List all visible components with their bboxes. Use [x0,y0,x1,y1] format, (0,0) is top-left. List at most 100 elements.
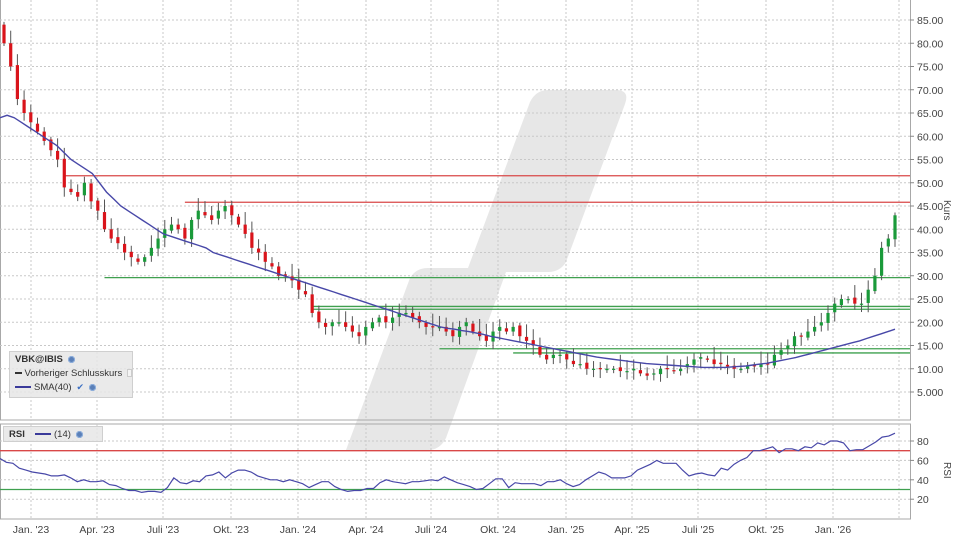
visibility-checkbox[interactable] [127,369,132,377]
candle-down [799,335,803,337]
globe-icon[interactable] [75,430,83,438]
candle-down [29,112,33,123]
candle-down [665,368,669,370]
date-tick-label: Apr. '23 [79,524,114,536]
candle-up [404,312,408,315]
legend-item-sma[interactable]: SMA(40) ✔ [10,380,132,394]
candle-up [658,368,663,375]
candle-down [853,297,857,304]
candle-up [699,357,703,359]
candle-down [712,359,716,365]
globe-icon[interactable] [89,383,97,391]
candle-up [578,364,582,366]
price-tick-label: 25.00 [917,294,943,306]
candle-down [303,291,308,295]
sma-40-line[interactable] [0,114,896,369]
candle-up [511,326,515,332]
price-tick-label: 40.00 [917,224,943,236]
candle-up [364,326,368,336]
candle-down [752,365,756,367]
price-tick-label: 85.00 [917,15,943,27]
candle-down [357,332,361,337]
candle-down [55,150,60,160]
price-tick-label: 15.00 [917,341,943,353]
legend-item-previous-close[interactable]: Vorheriger Schlusskurs [10,366,132,380]
candle-down [176,224,180,230]
rsi-panel-frame [0,423,911,520]
rsi-line[interactable] [0,432,896,494]
candle-down [725,364,730,367]
rsi-axis-title: RSI [941,462,952,479]
candle-up [169,224,174,231]
candle-up [163,229,167,238]
price-tick-label: 35.00 [917,248,943,260]
candle-up [846,299,850,301]
rsi-period-label: (14) [54,428,71,440]
candle-down [236,216,241,225]
candle-down [69,188,73,193]
price-tick-label: 30.00 [917,271,943,283]
candle-down [618,367,622,372]
candle-down [585,362,589,369]
globe-icon[interactable] [67,355,75,363]
candle-down [705,358,710,360]
price-panel-frame [0,0,911,421]
candle-up [679,368,683,372]
rsi-tick-label: 80 [917,436,929,448]
candle-up [826,312,830,323]
price-tick-label: 65.00 [917,108,943,120]
candle-up [792,336,797,347]
candle-down [116,237,120,244]
candle-up [330,322,334,327]
candle-down [230,205,234,216]
instrument-label: VBK@IBIS [15,353,63,365]
checkmark-icon[interactable]: ✔ [76,381,85,392]
candle-down [504,328,509,332]
candle-up [880,247,884,276]
candle-up [196,210,200,220]
candle-down [471,323,475,332]
date-tick-label: Juli '25 [682,524,715,536]
watermark-logo [346,90,627,450]
candle-down [524,336,529,341]
date-tick-label: Okt. '25 [748,524,784,536]
candle-down [89,183,93,202]
candle-down [49,139,53,151]
candle-up [819,322,823,326]
date-tick-label: Juli '23 [147,524,180,536]
candle-down [297,279,301,290]
price-tick-label: 5.000 [917,387,943,399]
rsi-tick-label: 40 [917,475,929,487]
candle-down [210,215,214,220]
candle-down [431,326,435,328]
candle-down [638,370,643,374]
candle-down [538,346,542,355]
candle-up [558,354,562,356]
solid-line-icon [35,433,51,435]
candle-up [625,371,629,373]
price-tick-label: 20.00 [917,317,943,329]
price-tick-label: 45.00 [917,201,943,213]
candle-down [129,251,133,258]
candle-down [102,212,107,230]
candle-up [873,275,877,292]
candle-down [384,316,388,323]
legend-item-label: SMA(40) [34,381,72,393]
date-tick-label: Apr. '25 [614,524,649,536]
candle-up [866,289,870,303]
candle-down [35,123,40,132]
candle-down [96,200,100,211]
date-tick-label: Jan. '24 [280,524,317,536]
price-tick-label: 80.00 [917,38,943,50]
date-tick-label: Jan. '26 [815,524,852,536]
date-tick-label: Jan. '25 [548,524,585,536]
price-tick-label: 10.00 [917,364,943,376]
candle-up [223,206,227,212]
candle-up [370,322,375,329]
candle-up [612,368,616,370]
price-tick-label: 70.00 [917,85,943,97]
candle-up [82,182,86,196]
candle-up [739,368,743,371]
